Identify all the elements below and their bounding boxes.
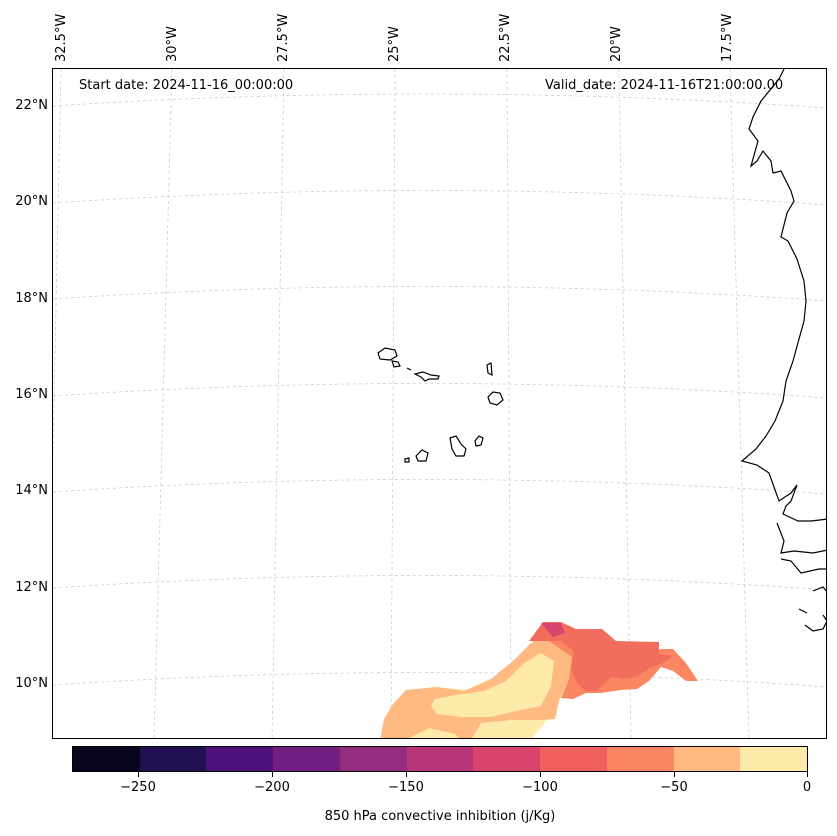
parallel-14n xyxy=(53,479,826,495)
cin-region-25-to-50 xyxy=(380,634,575,738)
colorbar-segment-7 xyxy=(540,747,607,771)
colorbar xyxy=(72,746,808,772)
colorbar-tick--50 xyxy=(674,772,675,777)
cin-region-25-to-50-inner xyxy=(431,653,554,717)
colorbar-ticklabel--100: −100 xyxy=(522,780,558,795)
lat-label-12n: 12°N xyxy=(15,580,48,595)
valid-date-text: Valid_date: 2024-11-16T21:00:00.00 xyxy=(545,78,784,93)
colorbar-segment-3 xyxy=(273,747,340,771)
lon-label-17-5w: 17.5°W xyxy=(720,13,735,62)
island-santo-antao xyxy=(377,347,398,361)
coastlines xyxy=(377,69,826,632)
island-fogo xyxy=(415,449,429,462)
colorbar-ticklabel--50: −50 xyxy=(660,780,688,795)
lon-label-30w: 30°W xyxy=(165,26,180,62)
island-boa-vista xyxy=(487,391,504,406)
start-date-text: Start date: 2024-11-16_00:00:00 xyxy=(79,78,294,93)
colorbar-ticklabel--150: −150 xyxy=(388,780,424,795)
lat-label-16n: 16°N xyxy=(15,387,48,402)
meridian-32-5w xyxy=(53,69,62,472)
island-santa-luzia xyxy=(406,367,412,371)
colorbar-tick--100 xyxy=(540,772,541,777)
senegal-gambia-coast xyxy=(776,522,826,554)
island-sao-vicente xyxy=(391,360,401,368)
colorbar-segment-10 xyxy=(740,747,808,771)
map-panel[interactable] xyxy=(52,68,827,739)
lon-label-22-5w: 22.5°W xyxy=(498,13,513,62)
island-santiago xyxy=(449,435,467,457)
parallel-20n xyxy=(53,190,826,206)
colorbar-segment-9 xyxy=(673,747,741,771)
colorbar-ticklabel-0: 0 xyxy=(802,780,812,795)
meridian-17-5w xyxy=(729,69,750,738)
colorbar-segment-8 xyxy=(606,747,674,771)
colorbar-segment-4 xyxy=(339,747,407,771)
parallel-10n xyxy=(53,672,826,688)
lat-label-10n: 10°N xyxy=(15,676,48,691)
lat-label-14n: 14°N xyxy=(15,483,48,498)
lon-label-32-5w: 32.5°W xyxy=(54,13,69,62)
cin-region-75-to-100 xyxy=(529,622,673,691)
cin-region-100-to-125 xyxy=(541,623,565,637)
island-sal xyxy=(486,362,493,377)
parallel-16n xyxy=(53,383,826,399)
island-brava xyxy=(404,457,410,463)
colorbar-segment-5 xyxy=(406,747,474,771)
colorbar-ticklabel--200: −200 xyxy=(254,780,290,795)
lon-label-25w: 25°W xyxy=(387,26,402,62)
parallel-22n xyxy=(53,93,826,109)
guinea-bissau-islands xyxy=(798,586,826,632)
meridian-20w xyxy=(618,69,632,738)
africa-coastline xyxy=(740,69,826,522)
colorbar-segment-0 xyxy=(73,747,140,771)
lon-label-27-5w: 27.5°W xyxy=(276,13,291,62)
colorbar-tick-0 xyxy=(807,772,808,777)
meridian-22-5w xyxy=(506,69,512,738)
parallel-18n xyxy=(53,286,826,302)
meridian-27-5w xyxy=(271,69,285,738)
guinea-bissau-coast xyxy=(780,558,826,574)
colorbar-title: 850 hPa convective inhibition (j/Kg) xyxy=(324,809,556,824)
meridian-25w xyxy=(390,69,396,738)
parallel-12n xyxy=(53,575,826,591)
lon-label-20w: 20°W xyxy=(609,26,624,62)
lat-label-20n: 20°N xyxy=(15,194,48,209)
colorbar-ticklabel--250: −250 xyxy=(120,780,156,795)
colorbar-tick--150 xyxy=(406,772,407,777)
colorbar-tick--200 xyxy=(272,772,273,777)
meridian-30w xyxy=(153,69,173,738)
lat-label-22n: 22°N xyxy=(15,98,48,113)
map-canvas xyxy=(53,69,826,738)
lat-label-18n: 18°N xyxy=(15,291,48,306)
gridlines xyxy=(53,69,826,738)
colorbar-segment-6 xyxy=(473,747,541,771)
colorbar-segment-2 xyxy=(206,747,274,771)
island-maio xyxy=(474,435,484,447)
colorbar-tick--250 xyxy=(138,772,139,777)
cin-field xyxy=(380,622,698,738)
island-sao-nicolau xyxy=(413,371,440,382)
colorbar-segment-1 xyxy=(139,747,207,771)
